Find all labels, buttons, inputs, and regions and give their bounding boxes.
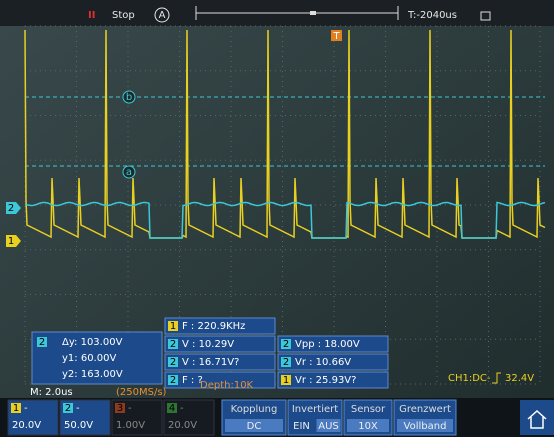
cursor-b-label: b xyxy=(126,92,132,103)
measurement-value: V : 10.29V xyxy=(182,339,234,350)
menu-option: DC xyxy=(247,421,262,432)
run-state: Stop xyxy=(112,10,135,21)
cursor-y1: y1: 60.00V xyxy=(62,353,116,364)
measurement-value: Vr : 25.93V? xyxy=(295,375,356,386)
time-offset: T:-2040us xyxy=(407,10,457,21)
channel-badge xyxy=(63,403,73,413)
sample-rate: (250MS/s) xyxy=(116,387,167,398)
measurement-channel-badge xyxy=(168,339,178,349)
menu-option: EIN xyxy=(293,421,310,432)
trigger-label: T xyxy=(332,31,340,42)
channel-number: 2 xyxy=(65,403,71,414)
menu-option: 10X xyxy=(358,421,378,432)
home-button[interactable] xyxy=(520,400,554,435)
measurement-box xyxy=(164,353,276,371)
ch1-marker xyxy=(6,235,21,247)
trigger-edge-icon xyxy=(492,372,501,384)
channel-badge xyxy=(11,403,21,413)
measurement-value: F : ? xyxy=(182,375,203,386)
measurement-channel-badge xyxy=(281,375,291,385)
cursor-a-badge xyxy=(122,165,136,179)
channel-coupling: - xyxy=(180,403,184,414)
trigger-mode: A xyxy=(159,10,166,21)
measurement-box xyxy=(277,335,389,353)
channel-coupling: - xyxy=(128,403,132,414)
waveforms xyxy=(24,29,546,239)
measurement-box xyxy=(164,317,276,335)
channel-number: 4 xyxy=(169,403,175,414)
cursor-channel: 2 xyxy=(39,337,45,348)
depth: Depth:10K xyxy=(200,380,254,391)
channel-scale: 50.0V xyxy=(64,420,93,431)
measurement-box xyxy=(164,335,276,353)
home-icon xyxy=(527,409,547,429)
channel-badge xyxy=(115,403,125,413)
measurement-channel-badge xyxy=(281,339,291,349)
trigger-badge xyxy=(331,30,342,41)
lock-icon xyxy=(480,11,491,21)
menu-label: Sensor xyxy=(351,404,386,415)
measurement-box xyxy=(164,371,276,389)
trigger-mode-ring xyxy=(154,7,170,23)
measurement-box xyxy=(277,353,389,371)
measurement-channel: 2 xyxy=(170,339,176,350)
menu-option: Vollband xyxy=(404,421,447,432)
menu-label: Invertiert xyxy=(292,404,338,415)
measurement-channel-badge xyxy=(168,375,178,385)
cursor-box xyxy=(31,331,163,385)
cursor-y2: y2: 163.00V xyxy=(62,369,123,380)
channel-scale: 1.00V xyxy=(116,420,145,431)
timebase: M: 2.0us xyxy=(30,387,73,398)
stop-icon: II xyxy=(88,10,95,21)
measurement-value: V : 16.71V? xyxy=(182,357,239,368)
channel-coupling: - xyxy=(24,403,28,414)
menu-option-box xyxy=(347,419,389,432)
measurements: 1 F : 220.9KHz 2 V : 10.29V 2 V : 16.71V? 2 F :… xyxy=(164,317,389,389)
channel-number: 1 xyxy=(13,403,19,414)
measurement-channel-badge xyxy=(281,357,291,367)
channel-badge xyxy=(167,403,177,413)
ch2-label: 2 xyxy=(8,203,14,214)
menu-option: AUS xyxy=(318,421,339,432)
menu-option-box xyxy=(316,419,341,432)
measurement-channel: 2 xyxy=(170,357,176,368)
measurement-channel-badge xyxy=(168,357,178,367)
measurement-value: Vr : 10.66V xyxy=(295,357,351,368)
menu-label: Grenzwert xyxy=(399,404,451,415)
cursor-a-label: a xyxy=(126,167,132,178)
ch1-label: 1 xyxy=(8,236,14,247)
measurement-value: Vpp : 18.00V xyxy=(295,339,360,350)
memory-bracket xyxy=(195,6,399,20)
menu-option-box xyxy=(397,419,453,432)
trigger-level: 32.4V xyxy=(505,373,534,384)
channel-number: 3 xyxy=(117,403,123,414)
measurement-channel-badge xyxy=(168,321,178,331)
measurement-channel: 1 xyxy=(283,375,289,386)
trigger-source: CH1:DC- xyxy=(448,373,491,384)
measurement-box xyxy=(277,371,389,389)
cursor-dy: Δy: 103.00V xyxy=(62,337,123,348)
view-marker xyxy=(310,11,316,15)
measurement-channel: 2 xyxy=(283,339,289,350)
menu-label: Kopplung xyxy=(231,404,278,415)
channel-coupling: - xyxy=(76,403,80,414)
menu-option-box xyxy=(225,419,283,432)
cursor-b-badge xyxy=(122,90,136,104)
measurement-channel: 1 xyxy=(170,321,176,332)
channel-scale: 20.0V xyxy=(168,420,197,431)
ch2-trace xyxy=(24,201,546,239)
channel-scale: 20.0V xyxy=(12,420,41,431)
ch1-trace xyxy=(24,29,546,239)
ch2-marker xyxy=(6,202,21,214)
measurement-channel: 2 xyxy=(170,375,176,386)
measurement-channel: 2 xyxy=(283,357,289,368)
measurement-value: F : 220.9KHz xyxy=(182,321,245,332)
cursor-channel-badge xyxy=(37,337,47,347)
